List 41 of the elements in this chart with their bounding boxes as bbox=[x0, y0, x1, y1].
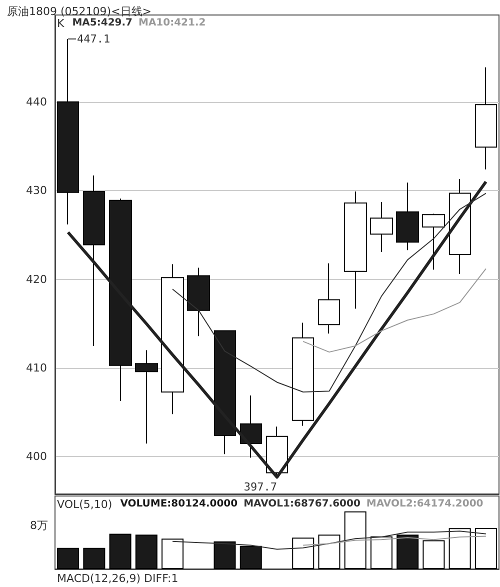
y-tick-label: 410 bbox=[26, 362, 47, 375]
y-tick-label: 400 bbox=[26, 450, 47, 464]
bar bbox=[135, 534, 158, 569]
candlestick bbox=[57, 38, 79, 225]
candlestick bbox=[240, 395, 262, 458]
candlestick bbox=[318, 262, 340, 334]
bar bbox=[57, 548, 80, 569]
candlestick bbox=[187, 267, 210, 337]
text: VOL(5,10) bbox=[57, 498, 112, 511]
line-series bbox=[172, 192, 486, 392]
annotation: 397.7 bbox=[244, 480, 277, 494]
candlestick bbox=[344, 191, 367, 310]
bar bbox=[109, 534, 132, 569]
y-tick-label: 420 bbox=[26, 272, 47, 286]
candlestick bbox=[161, 264, 184, 415]
y-tick-label: 440 bbox=[26, 95, 47, 108]
candlestick bbox=[109, 198, 132, 402]
text: MA5:429.7 bbox=[72, 18, 133, 28]
bar bbox=[214, 541, 236, 569]
candlestick bbox=[449, 178, 471, 275]
line-series bbox=[302, 268, 486, 353]
bar bbox=[240, 546, 262, 569]
text: 8万 bbox=[30, 519, 48, 532]
text: VOLUME:80124.0000 bbox=[120, 498, 238, 510]
y-tick-label: 430 bbox=[26, 184, 47, 198]
candlestick bbox=[396, 182, 419, 251]
text: MACD(12,26,9) DIFF:1 bbox=[57, 572, 178, 585]
annotation: 447.1 bbox=[77, 32, 110, 46]
candlestick bbox=[292, 322, 314, 426]
bar bbox=[396, 534, 419, 569]
candlestick bbox=[422, 213, 445, 270]
text: MAVOL2:64174.2000 bbox=[366, 498, 484, 510]
candlestick bbox=[135, 350, 158, 444]
candlestick bbox=[214, 330, 236, 455]
text: MAVOL1:68767.6000 bbox=[244, 498, 360, 510]
text: MA10:421.2 bbox=[138, 18, 206, 28]
candlestick bbox=[370, 202, 393, 252]
bar bbox=[83, 548, 106, 569]
annotation: K bbox=[57, 17, 65, 30]
candlestick bbox=[475, 66, 497, 170]
chart-title: 原油1809 (052109)<日线> bbox=[7, 5, 152, 18]
